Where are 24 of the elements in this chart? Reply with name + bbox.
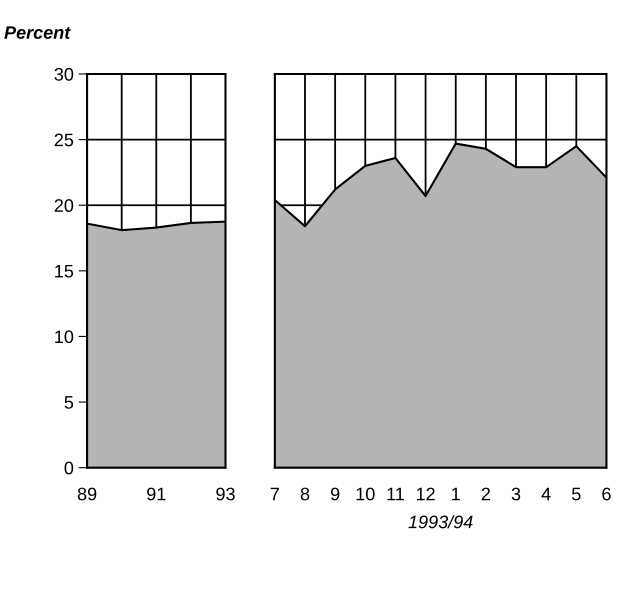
y-tick-label: 25	[54, 134, 74, 146]
y-tick-label: 5	[64, 396, 74, 409]
x-tick-label: 7	[270, 488, 279, 500]
x-tick-label: 4	[542, 488, 551, 500]
x-tick-label: 3	[512, 488, 520, 500]
x-tick-label: 12	[416, 488, 435, 500]
y-tick-label: 30	[54, 68, 74, 81]
x-tick-label: 6	[602, 488, 611, 500]
x-tick-label: 93	[216, 488, 235, 500]
x-tick-label: 89	[78, 488, 96, 500]
x-tick-label: 10	[356, 488, 375, 500]
x-tick-label: 8	[300, 488, 310, 500]
x-tick-label: 9	[330, 488, 340, 500]
y-axis-title: Percent	[4, 26, 71, 39]
x-tick-label: 5	[572, 488, 581, 500]
y-tick-label: 10	[55, 330, 74, 344]
y-tick-label: 0	[64, 462, 74, 474]
x-tick-label: 91	[147, 488, 166, 500]
x-tick-label: 11	[387, 488, 404, 500]
x-tick-label: 1	[452, 488, 460, 500]
y-tick-label: 20	[54, 199, 74, 212]
x-tick-label: 2	[482, 488, 490, 500]
x-axis-title: 1993/94	[408, 515, 473, 528]
y-tick-label: 15	[55, 264, 74, 278]
